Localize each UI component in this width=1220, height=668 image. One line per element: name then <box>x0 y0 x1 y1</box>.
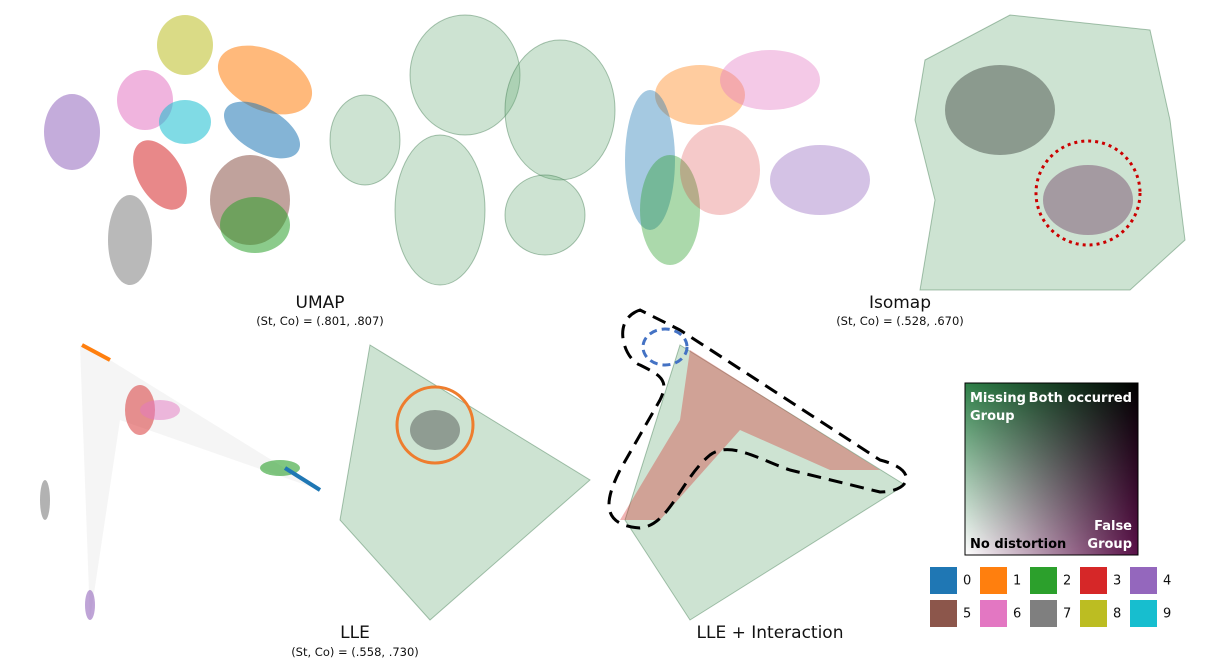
colormap-label: False Group <box>1087 519 1132 552</box>
legend-label: 5 <box>963 607 971 622</box>
legend-label: 8 <box>1113 607 1121 622</box>
umap-scatter <box>44 15 313 285</box>
colormap-label: No distortion <box>970 537 1066 552</box>
umap-mesh <box>329 14 616 286</box>
panel-label: LLE <box>340 623 370 643</box>
colormap-label: Missing Group <box>970 391 1026 424</box>
panel-label: LLE + Interaction <box>697 623 844 643</box>
panel-score: (St, Co) = (.558, .730) <box>291 645 419 659</box>
legend-swatch <box>1080 600 1107 627</box>
legend-swatch <box>1030 567 1057 594</box>
legend-swatch <box>1030 600 1057 627</box>
legend-label: 3 <box>1113 574 1121 589</box>
legend-label: 4 <box>1163 574 1171 589</box>
legend-swatch <box>930 600 957 627</box>
panel-label: UMAP <box>296 293 345 313</box>
legend-swatch <box>1080 567 1107 594</box>
panel-score: (St, Co) = (.801, .807) <box>256 314 384 328</box>
panel-score: (St, Co) = (.528, .670) <box>836 314 964 328</box>
lle-mesh <box>339 344 591 621</box>
isomap-scatter <box>625 50 870 265</box>
legend-label: 2 <box>1063 574 1071 589</box>
legend-label: 6 <box>1013 607 1021 622</box>
legend-swatch <box>930 567 957 594</box>
colormap-label: Both occurred <box>1029 391 1132 406</box>
legend-label: 9 <box>1163 607 1171 622</box>
legend-swatch <box>980 600 1007 627</box>
legend-label: 0 <box>963 574 971 589</box>
legend-swatch <box>1130 567 1157 594</box>
legend-label: 1 <box>1013 574 1021 589</box>
panel-label: Isomap <box>869 293 931 313</box>
isomap-mesh <box>914 14 1186 291</box>
lle-scatter <box>40 343 322 620</box>
legend-swatch <box>980 567 1007 594</box>
lle-interaction-mesh <box>607 308 908 621</box>
legend-label: 7 <box>1063 607 1071 622</box>
legend-swatch <box>1130 600 1157 627</box>
colormap <box>964 382 1139 556</box>
